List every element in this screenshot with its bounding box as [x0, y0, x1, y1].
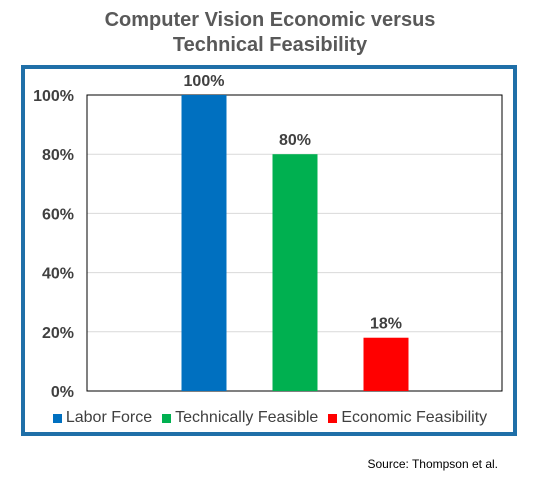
legend-swatch-labor-force	[52, 413, 62, 423]
legend-item-economic-feasibility: Economic Feasibility	[328, 409, 487, 427]
legend-swatch-technically-feasible	[162, 413, 172, 423]
chart-title-line-2: Technical Feasibility	[172, 34, 368, 56]
y-tick-label: 0%	[51, 384, 74, 401]
data-label-technically-feasible: 80%	[279, 132, 311, 149]
legend-item-technically-feasible: Technically Feasible	[162, 409, 318, 427]
chart-title: Computer Vision Economic versus Technica…	[0, 8, 540, 58]
bar-labor-force	[181, 95, 227, 391]
y-tick-label: 60%	[42, 206, 74, 223]
legend-label-labor-force: Labor Force	[65, 409, 153, 426]
legend-swatch-economic-feasibility	[328, 413, 338, 423]
chart-legend: Labor Force Technically Feasible Economi…	[0, 409, 540, 427]
data-label-labor-force: 100%	[184, 73, 225, 90]
legend-label-economic-feasibility: Economic Feasibility	[341, 409, 488, 426]
chart-frame	[21, 65, 517, 436]
y-tick-label: 80%	[42, 147, 74, 164]
source-note: Source: Thompson et al.	[367, 457, 498, 471]
legend-label-technically-feasible: Technically Feasible	[175, 409, 319, 426]
bar-economic-feasibility	[363, 337, 409, 391]
bar-technically-feasible	[272, 154, 318, 391]
data-label-economic-feasibility: 18%	[370, 316, 402, 333]
legend-item-labor-force: Labor Force	[52, 409, 153, 427]
chart-title-line-1: Computer Vision Economic versus	[104, 9, 436, 31]
y-tick-label: 20%	[42, 325, 74, 342]
y-tick-label: 100%	[33, 88, 74, 105]
y-tick-label: 40%	[42, 266, 74, 283]
